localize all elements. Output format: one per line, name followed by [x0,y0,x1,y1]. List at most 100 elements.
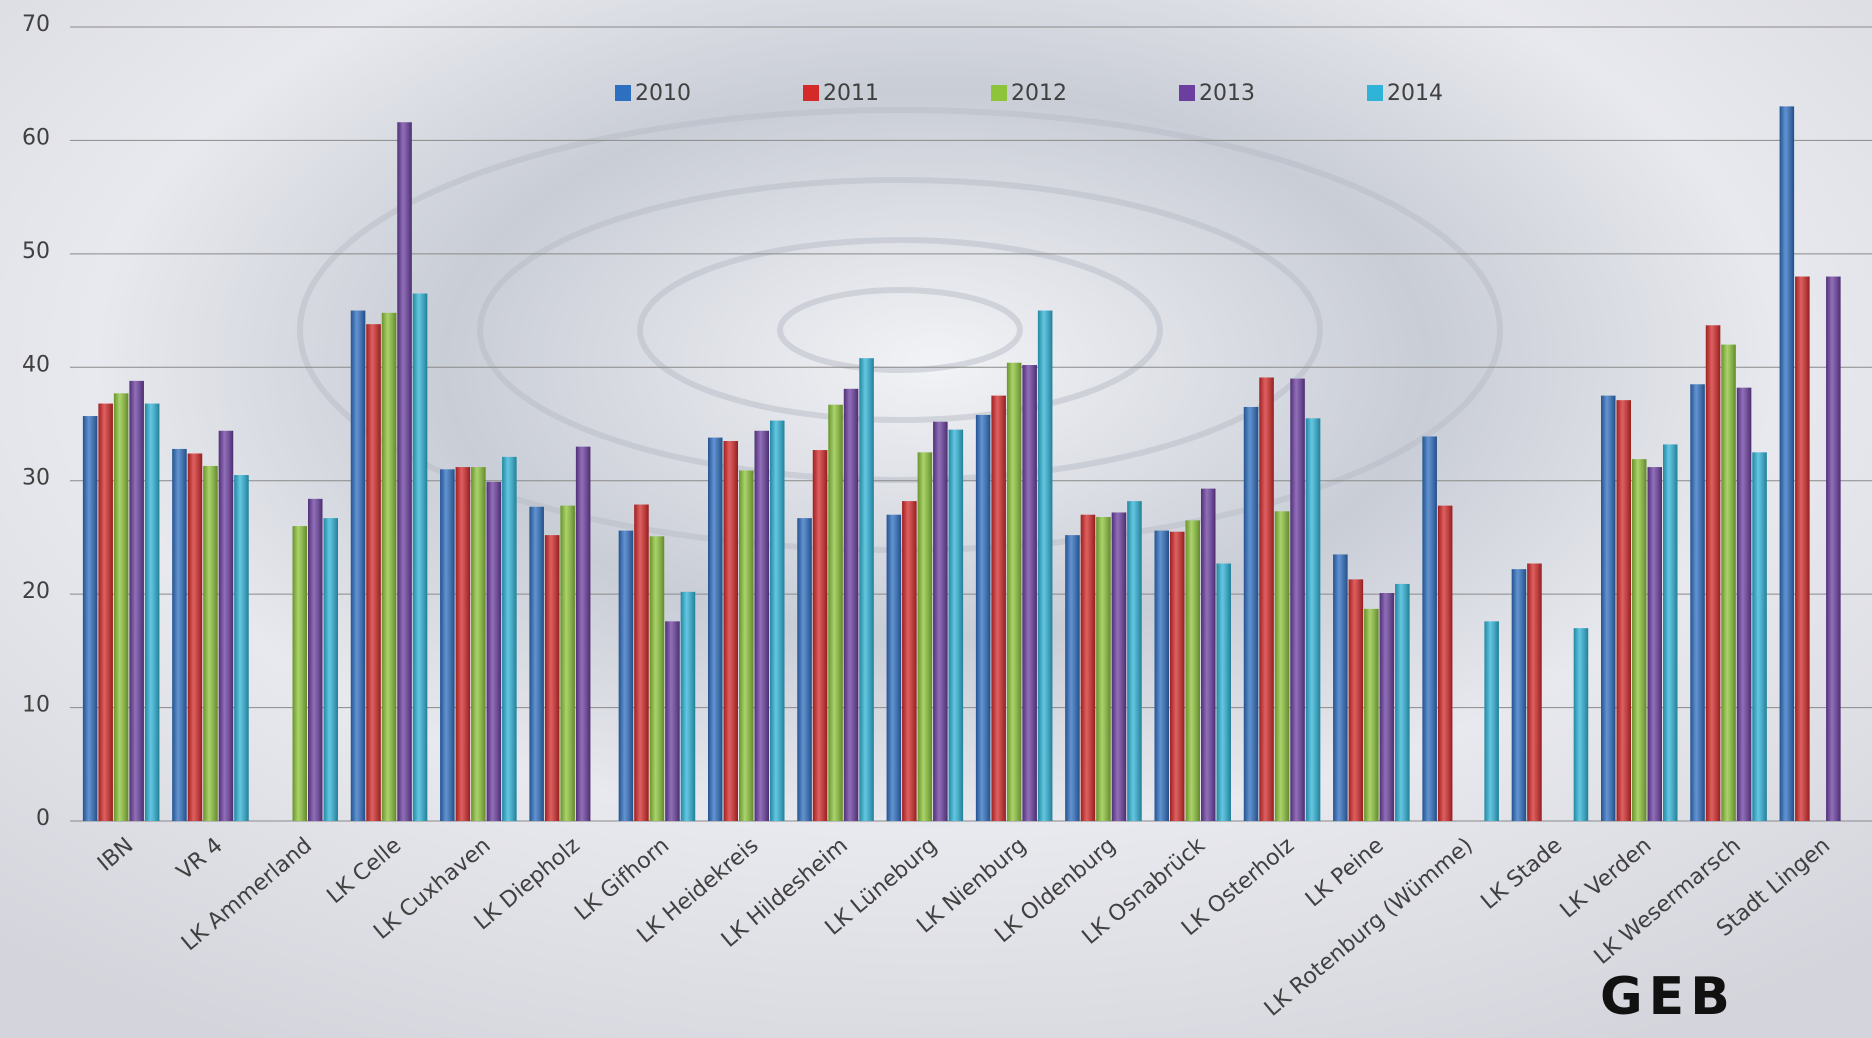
bar-shade [1154,530,1169,821]
legend-label: 2011 [823,81,879,106]
bar-group [1274,511,1290,821]
bar-group [113,393,129,821]
bar-group [708,437,723,821]
bar-shade [770,420,785,821]
bar-shade [544,535,560,821]
bar-shade [1333,554,1348,821]
bar-shade [412,293,428,821]
bar-shade [739,470,754,821]
bar-shade [1096,517,1111,821]
bar-shade [397,122,412,821]
bar-shade [1201,488,1216,821]
bar-shade [1395,583,1410,821]
bar-group [1795,276,1810,821]
bar-shade [1185,520,1200,821]
bar-group [1752,452,1767,821]
bar-shade [1647,467,1662,821]
bar-group [1663,444,1678,821]
bar-shade [843,388,859,821]
bar-shade [1527,563,1542,821]
bar-group [1216,563,1231,821]
bar-shade [1080,514,1096,821]
bar-shade [1290,378,1305,821]
bar-shade [797,518,812,821]
bar-shade [560,505,575,821]
bar-group [1616,400,1631,821]
bar-group [812,450,828,821]
bar-group [292,526,307,821]
legend-label: 2014 [1387,81,1443,106]
bar-group [1154,530,1169,821]
bar-shade [350,310,366,821]
bar-group [397,122,412,821]
bar-shade [1243,406,1259,821]
bar-group [129,380,144,821]
bar-group [1065,535,1080,821]
bar-shade [1037,310,1053,821]
bar-group [797,518,812,821]
bar-shade [486,481,502,821]
bar-group [203,465,218,821]
bar-shade [82,416,98,821]
bar-group [502,456,517,821]
bar-group [1290,378,1305,821]
bar-group [739,470,754,821]
bar-group [172,448,187,821]
bar-group [1305,418,1321,821]
bar-shade [1379,593,1395,821]
bar-shade [1795,276,1810,821]
bar-group [1601,395,1616,821]
bar-group [560,505,575,821]
bar-shade [1752,452,1767,821]
bar-shade [308,498,323,821]
bar-group [1170,531,1185,821]
bar-group [1422,436,1437,821]
legend-label: 2013 [1199,81,1255,106]
bar-group [649,536,665,821]
bar-shade [1006,362,1022,821]
bar-group [1736,387,1752,821]
bar-shade [859,358,874,821]
bar-shade [948,429,964,821]
bar-group [1527,563,1542,821]
bar-group [1511,569,1527,821]
bar-shade [203,465,218,821]
bar-group [917,452,933,821]
bar-group [144,403,160,821]
bar-shade [634,504,649,821]
bar-shade [723,441,738,821]
bar-group [1379,593,1395,821]
bar-shade [754,430,769,821]
bar-shade [502,456,517,821]
bar-group [770,420,785,821]
bar-shade [1127,501,1142,821]
bar-group [1037,310,1053,821]
bar-group [1127,501,1142,821]
bar-group [440,469,455,821]
y-tick-label: 30 [22,466,50,491]
bar-shade [665,621,680,821]
bar-shade [1364,608,1379,821]
bar-shade [292,526,307,821]
bar-shade [680,591,696,821]
bar-group [308,498,323,821]
bar-group [1647,467,1662,821]
legend-label: 2010 [635,81,691,106]
y-tick-label: 50 [22,239,50,264]
y-tick-label: 60 [22,125,50,150]
bar-shade [1511,569,1527,821]
bar-shade [1111,512,1127,821]
bar-shade [933,421,948,821]
bar-shade [991,395,1006,821]
bar-group [859,358,874,821]
bar-shade [144,403,160,821]
bar-group [1573,628,1589,821]
bar-group [471,467,486,821]
bar-group [1395,583,1410,821]
bar-shade [1216,563,1231,821]
bar-group [1243,406,1259,821]
logo: GEB [1600,967,1736,1027]
bar-shade [1779,106,1795,821]
